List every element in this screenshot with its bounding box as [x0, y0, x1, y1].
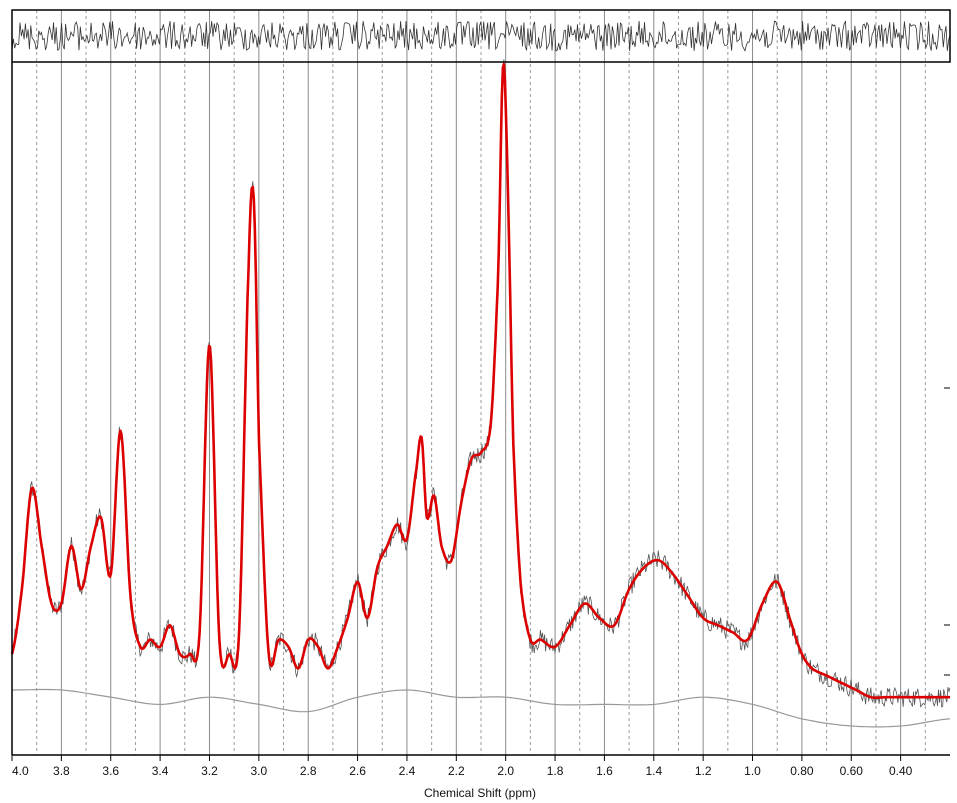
x-axis-title: Chemical Shift (ppm) — [424, 786, 536, 800]
plot-frame — [11, 9, 951, 756]
x-tick-label: 3.0 — [250, 764, 267, 778]
x-tick-label: 0.80 — [790, 764, 814, 778]
x-tick-label: 3.4 — [152, 764, 169, 778]
x-tick-label: 1.8 — [547, 764, 564, 778]
residual-panel — [11, 20, 951, 52]
x-tick-label: 2.4 — [399, 764, 416, 778]
grid-lines — [36, 10, 926, 755]
spectrum-series — [10, 59, 951, 728]
x-tick-label: 2.0 — [497, 764, 514, 778]
x-tick-label: 1.2 — [695, 764, 712, 778]
x-tick-label: 2.8 — [300, 764, 317, 778]
x-tick-label: 3.2 — [201, 764, 218, 778]
x-tick-label: 2.6 — [349, 764, 366, 778]
baseline-line — [12, 688, 951, 728]
x-tick-label: 0.60 — [840, 764, 864, 778]
residual-line — [11, 20, 951, 52]
x-tick-label: 3.6 — [102, 764, 119, 778]
fit-spectrum-line — [10, 62, 951, 699]
x-tick-label: 3.8 — [53, 764, 70, 778]
x-tick-label: 1.4 — [645, 764, 662, 778]
residual-frame — [11, 9, 951, 63]
x-axis-ticks: 4.0 3.8 3.6 3.4 3.2 3.0 2.8 2.6 2.4 2.2 2.0 1.8 1.6 1… — [11, 755, 913, 778]
x-tick-label: 4.0 — [12, 764, 29, 778]
x-tick-label: 2.2 — [448, 764, 465, 778]
x-tick-label: 0.40 — [889, 764, 913, 778]
x-tick-label: 1.6 — [596, 764, 613, 778]
x-tick-label: 1.0 — [744, 764, 761, 778]
